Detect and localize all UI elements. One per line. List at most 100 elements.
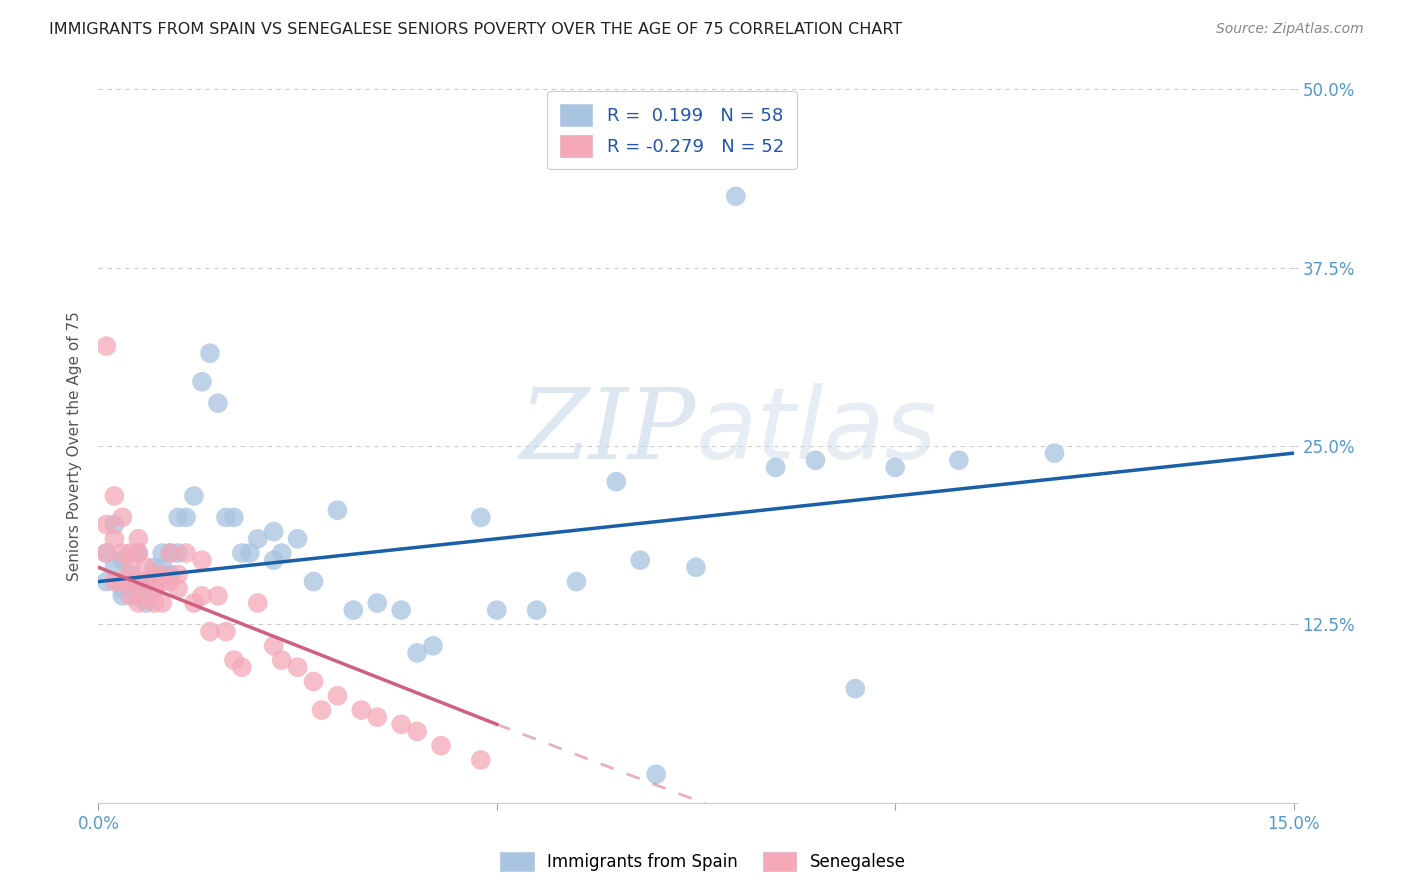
Point: [207, 396, 229, 410]
Point: [96, 517, 118, 532]
Point: [804, 453, 827, 467]
Point: [127, 532, 149, 546]
Point: [191, 375, 214, 389]
Point: [96, 574, 118, 589]
Point: [485, 603, 508, 617]
Point: [150, 546, 173, 560]
Point: [311, 703, 333, 717]
Point: [111, 510, 134, 524]
Y-axis label: Seniors Poverty Over the Age of 75: Seniors Poverty Over the Age of 75: [66, 311, 82, 581]
Point: [246, 532, 269, 546]
Point: [174, 510, 197, 524]
Point: [263, 639, 285, 653]
Point: [143, 560, 166, 574]
Text: atlas: atlas: [696, 384, 938, 480]
Text: ZIP: ZIP: [520, 384, 696, 479]
Point: [389, 717, 412, 731]
Point: [103, 532, 125, 546]
Point: [326, 503, 349, 517]
Point: [127, 574, 149, 589]
Point: [135, 596, 157, 610]
Point: [135, 589, 157, 603]
Point: [198, 624, 221, 639]
Point: [135, 574, 157, 589]
Text: Source: ZipAtlas.com: Source: ZipAtlas.com: [1216, 22, 1364, 37]
Point: [174, 546, 197, 560]
Point: [127, 574, 149, 589]
Point: [143, 567, 166, 582]
Point: [167, 546, 190, 560]
Point: [422, 639, 444, 653]
Point: [198, 346, 221, 360]
Point: [103, 574, 125, 589]
Point: [342, 603, 364, 617]
Point: [263, 553, 285, 567]
Point: [120, 546, 142, 560]
Point: [96, 546, 118, 560]
Point: [302, 574, 325, 589]
Point: [366, 596, 388, 610]
Point: [150, 574, 173, 589]
Point: [120, 574, 142, 589]
Point: [143, 582, 166, 596]
Point: [287, 660, 309, 674]
Point: [526, 603, 548, 617]
Point: [96, 546, 118, 560]
Point: [135, 560, 157, 574]
Point: [103, 560, 125, 574]
Point: [765, 460, 787, 475]
Point: [135, 574, 157, 589]
Point: [1043, 446, 1066, 460]
Point: [127, 546, 149, 560]
Point: [215, 510, 238, 524]
Point: [302, 674, 325, 689]
Point: [167, 582, 190, 596]
Point: [120, 574, 142, 589]
Point: [326, 689, 349, 703]
Point: [159, 546, 181, 560]
Point: [470, 510, 492, 524]
Point: [231, 660, 253, 674]
Point: [231, 546, 253, 560]
Point: [246, 596, 269, 610]
Point: [287, 532, 309, 546]
Point: [159, 574, 181, 589]
Point: [191, 553, 214, 567]
Point: [183, 596, 205, 610]
Point: [470, 753, 492, 767]
Legend: R =  0.199   N = 58, R = -0.279   N = 52: R = 0.199 N = 58, R = -0.279 N = 52: [547, 91, 797, 169]
Point: [222, 510, 245, 524]
Point: [366, 710, 388, 724]
Point: [150, 560, 173, 574]
Point: [724, 189, 747, 203]
Point: [103, 489, 125, 503]
Point: [103, 517, 125, 532]
Point: [844, 681, 866, 696]
Point: [565, 574, 588, 589]
Point: [183, 489, 205, 503]
Point: [406, 724, 429, 739]
Point: [191, 589, 214, 603]
Point: [207, 589, 229, 603]
Point: [120, 560, 142, 574]
Point: [111, 582, 134, 596]
Point: [389, 603, 412, 617]
Point: [111, 553, 134, 567]
Point: [143, 596, 166, 610]
Point: [96, 339, 118, 353]
Point: [239, 546, 262, 560]
Point: [430, 739, 453, 753]
Text: IMMIGRANTS FROM SPAIN VS SENEGALESE SENIORS POVERTY OVER THE AGE OF 75 CORRELATI: IMMIGRANTS FROM SPAIN VS SENEGALESE SENI…: [49, 22, 903, 37]
Point: [215, 624, 238, 639]
Point: [111, 546, 134, 560]
Point: [150, 596, 173, 610]
Point: [111, 574, 134, 589]
Legend: Immigrants from Spain, Senegalese: Immigrants from Spain, Senegalese: [492, 843, 914, 880]
Point: [350, 703, 373, 717]
Point: [605, 475, 627, 489]
Point: [127, 596, 149, 610]
Point: [127, 546, 149, 560]
Point: [270, 653, 292, 667]
Point: [120, 567, 142, 582]
Point: [120, 589, 142, 603]
